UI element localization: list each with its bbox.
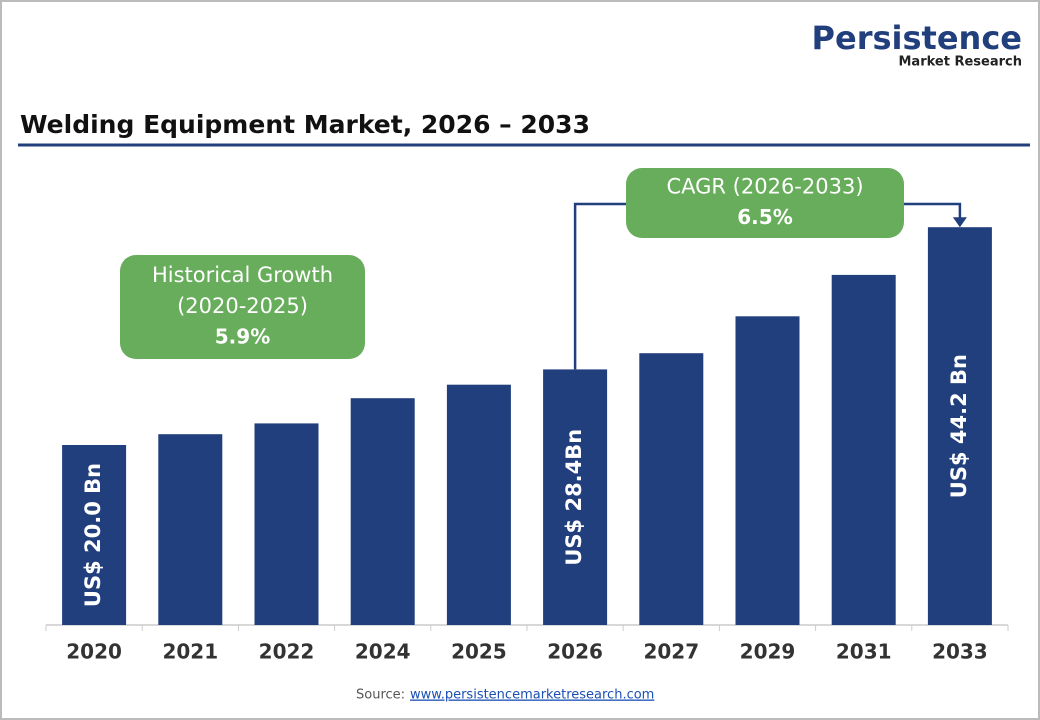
annotation-text: CAGR (2026-2033)	[666, 175, 863, 199]
x-tick-label: 2020	[66, 640, 122, 664]
bar	[639, 353, 704, 625]
annotation-text: Historical Growth	[152, 263, 333, 287]
bar	[62, 445, 127, 625]
x-tick-label: 2027	[643, 640, 699, 664]
source-label: Source:	[356, 688, 405, 703]
bar	[927, 227, 992, 625]
x-tick-label: 2022	[259, 640, 315, 664]
cagr-arrowhead	[952, 217, 967, 228]
logo-name: Persistence	[812, 19, 1022, 57]
value-label: US$ 20.0 Bn	[81, 463, 105, 607]
x-tick-label: 2026	[547, 640, 603, 664]
bar	[350, 398, 415, 625]
source-link[interactable]: www.persistencemarketresearch.com	[410, 688, 654, 703]
bar	[446, 384, 511, 625]
annotation-box	[120, 255, 365, 359]
bar	[543, 369, 608, 625]
annotation-text: (2020-2025)	[177, 294, 308, 318]
x-tick-label: 2029	[740, 640, 796, 664]
x-tick-label: 2024	[355, 640, 411, 664]
annotation-text: 5.9%	[215, 325, 270, 349]
value-label: US$ 28.4Bn	[562, 429, 586, 566]
bar	[831, 274, 896, 625]
bar	[735, 316, 800, 625]
annotation-text: 6.5%	[737, 205, 792, 229]
x-tick-label: 2033	[932, 640, 988, 664]
bar	[158, 434, 223, 625]
annotation-box	[626, 168, 904, 238]
x-tick-label: 2025	[451, 640, 507, 664]
value-label: US$ 44.2 Bn	[947, 354, 971, 498]
bar	[254, 423, 319, 625]
x-tick-label: 2031	[836, 640, 892, 664]
chart-title: Welding Equipment Market, 2026 – 2033	[20, 110, 590, 139]
logo-tagline: Market Research	[899, 55, 1023, 70]
x-tick-label: 2021	[162, 640, 218, 664]
